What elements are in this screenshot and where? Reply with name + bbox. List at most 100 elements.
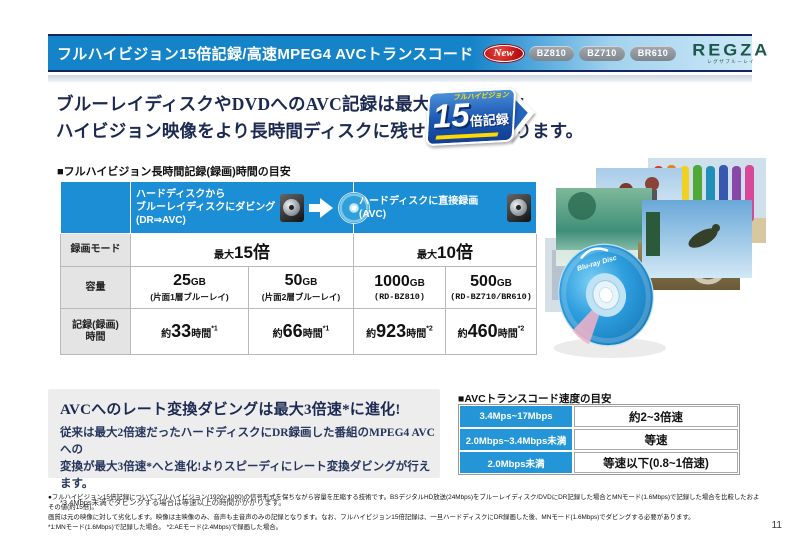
time-cell: 約923時間*2 — [353, 308, 446, 355]
time-unit: 時間 — [191, 329, 212, 340]
header-blank-cell — [60, 181, 131, 234]
stunt-jump-photo — [642, 200, 752, 278]
direct-line1: ハードディスクに直接録画 — [359, 195, 479, 207]
time-prefix: 約 — [457, 329, 468, 340]
brand-name: REGZA — [692, 41, 771, 60]
capacity-num: 25 — [173, 272, 191, 289]
time-note: *2 — [426, 325, 433, 333]
time-cell: 約33時間*1 — [130, 308, 249, 355]
footnotes: ●フルハイビジョン15倍記録について:フルハイビジョン(1920×1080)の信… — [48, 493, 760, 533]
capacity-sub: (RD-BZ810) — [373, 292, 425, 302]
disc-shadow — [554, 338, 666, 358]
mode-direct-value: 最大10倍 — [353, 233, 537, 267]
badge-number: 15 — [431, 95, 471, 135]
capacity-sub: (RD-BZ710/BR610) — [450, 292, 532, 302]
time-note: *1 — [211, 325, 218, 333]
time-num: 923 — [376, 321, 407, 341]
header-direct-cell: ハードディスクに直接録画 (AVC) — [353, 181, 537, 234]
header-dubbing-cell: ハードディスクから ブルーレイディスクにダビング (DR⇒AVC) — [130, 181, 370, 234]
time-unit: 時間 — [406, 329, 427, 340]
dubbing-header-group: ハードディスクから ブルーレイディスクにダビング (DR⇒AVC) — [131, 185, 370, 230]
mode-row: 録画モード 最大15倍 最大10倍 — [60, 233, 537, 267]
mode-dubbing-value: 最大15倍 — [130, 233, 354, 267]
footnote-line1: ●フルハイビジョン15倍記録について:フルハイビジョン(1920×1080)の信… — [48, 494, 760, 511]
time-cell: 約66時間*1 — [248, 308, 354, 355]
avc-feature-box: AVCへのレート変換ダビングは最大3倍速*に進化! 従来は最大2倍速だったハード… — [48, 389, 440, 507]
speed-table-row: 2.0Mbps~3.4Mbps未満 等速 — [460, 429, 738, 450]
time-note: *1 — [322, 325, 330, 333]
dubbing-line1: ハードディスクから — [136, 189, 226, 200]
dubbing-line3: (DR⇒AVC) — [136, 215, 186, 226]
time-num: 66 — [282, 321, 303, 341]
mode-value: 10倍 — [437, 242, 473, 262]
mode-row-label: 録画モード — [60, 233, 131, 267]
avc-box-note: *3.4Mbps未満でダビングする場合は等速以上の時間がかかります。 — [60, 498, 286, 507]
bitrate-range-cell: 2.0Mbps~3.4Mbps未満 — [460, 429, 572, 450]
header-right: BZ810 BZ710 BR610 REGZA レグザブルーレイ — [524, 41, 771, 65]
fifteen-x-badge: フルハイビジョン 15倍記録 — [425, 81, 546, 155]
product-visual: Blu-ray Disc — [545, 158, 766, 358]
capacity-cell: 25GB (片面1層ブルーレイ) — [130, 266, 249, 309]
time-unit: 時間 — [497, 329, 518, 340]
time-num: 460 — [467, 321, 498, 341]
header-bar: フルハイビジョン15倍記録/高速MPEG4 AVCトランスコード New BZ8… — [48, 34, 767, 72]
avc-box-body: 従来は最大2倍速だったハードディスクにDR録画した番組のMPEG4 AVCへの … — [60, 425, 440, 493]
capacity-cell: 1000GB (RD-BZ810) — [353, 266, 446, 309]
speed-table-caption: ■AVCトランスコード速度の目安 — [458, 393, 612, 405]
time-cell: 約460時間*2 — [445, 308, 537, 355]
model-badge-br610: BR610 — [629, 45, 677, 61]
avc-box-title: AVCへのレート変換ダビングは最大3倍速*に進化! — [60, 402, 401, 418]
header-divider-strip — [48, 75, 752, 82]
hero-line1: ブルーレイディスクやDVDへのAVC記録は最大15倍に拡大! — [56, 94, 526, 114]
direct-header-group: ハードディスクに直接録画 (AVC) — [354, 191, 536, 225]
record-time-table: ハードディスクから ブルーレイディスクにダビング (DR⇒AVC) ハードディス… — [60, 181, 537, 355]
blu-ray-swoosh — [579, 247, 609, 260]
record-table-caption: ■フルハイビジョン長時間記録(録画)時間の目安 — [57, 166, 291, 178]
hdd-icon — [507, 193, 531, 222]
time-prefix: 約 — [272, 329, 283, 340]
time-label-line1: 記録(録画) — [72, 319, 119, 331]
time-num: 33 — [171, 321, 192, 341]
capacity-sub: (片面1層ブルーレイ) — [150, 292, 229, 302]
capacity-cell: 50GB (片面2層ブルーレイ) — [248, 266, 354, 309]
badge-suffix: 倍記録 — [469, 111, 510, 129]
capacity-unit: GB — [190, 277, 206, 288]
time-prefix: 約 — [366, 329, 377, 340]
hdd-icon — [280, 193, 305, 222]
dubbing-line2: ブルーレイディスクにダビング — [136, 202, 276, 213]
capacity-unit: GB — [302, 277, 318, 288]
capacity-num: 500 — [470, 273, 497, 290]
avc-body-line1: 従来は最大2倍速だったハードディスクにDR録画した番組のMPEG4 AVCへの — [60, 427, 435, 456]
direct-line2: (AVC) — [359, 208, 387, 220]
table-header-row: ハードディスクから ブルーレイディスクにダビング (DR⇒AVC) ハードディス… — [60, 181, 537, 234]
bitrate-range-cell: 2.0Mbps未満 — [460, 452, 572, 473]
blu-ray-disc: Blu-ray Disc — [558, 243, 654, 347]
mode-value: 15倍 — [234, 242, 270, 262]
time-note: *2 — [517, 325, 525, 333]
brand-subtitle: レグザブルーレイ — [707, 59, 756, 65]
mode-prefix: 最大 — [214, 249, 235, 261]
capacity-unit: GB — [409, 278, 425, 289]
speed-table: 3.4Mps~17Mbps 約2~3倍速 2.0Mbps~3.4Mbps未満 等… — [458, 404, 740, 475]
capacity-sub: (片面2層ブルーレイ) — [261, 292, 341, 302]
page-number: 11 — [771, 520, 782, 531]
time-prefix: 約 — [161, 329, 172, 340]
footnote-line3: *1:MNモード(1.6Mbps)で記録した場合。 *2:AEモード(2.4Mb… — [48, 524, 282, 531]
blu-ray-disc-icon — [339, 192, 370, 223]
capacity-num: 1000 — [374, 273, 410, 290]
capacity-cell: 500GB (RD-BZ710/BR610) — [445, 266, 537, 309]
dubbing-header-text: ハードディスクから ブルーレイディスクにダビング (DR⇒AVC) — [136, 188, 275, 227]
capacity-row: 容量 25GB (片面1層ブルーレイ) 50GB (片面2層ブルーレイ) 1000G… — [60, 266, 537, 309]
mode-prefix: 最大 — [417, 249, 438, 261]
time-label-line2: 時間 — [85, 331, 106, 343]
capacity-unit: GB — [496, 278, 512, 289]
time-row-label: 記録(録画) 時間 — [60, 308, 131, 355]
time-row: 記録(録画) 時間 約33時間*1 約66時間*1 約923時間*2 約460時間… — [60, 308, 537, 355]
speed-table-row: 3.4Mps~17Mbps 約2~3倍速 — [460, 406, 738, 427]
bitrate-range-cell: 3.4Mps~17Mbps — [460, 406, 572, 427]
speed-value-cell: 等速 — [574, 429, 738, 450]
speed-value-cell: 等速以下(0.8~1倍速) — [574, 452, 738, 473]
regza-logo: REGZA レグザブルーレイ — [692, 41, 770, 65]
time-unit: 時間 — [302, 329, 323, 340]
avc-body-line2: 変換が最大3倍速*へと進化!よりスピーディにレート変換ダビングが行えます。 — [60, 461, 431, 490]
